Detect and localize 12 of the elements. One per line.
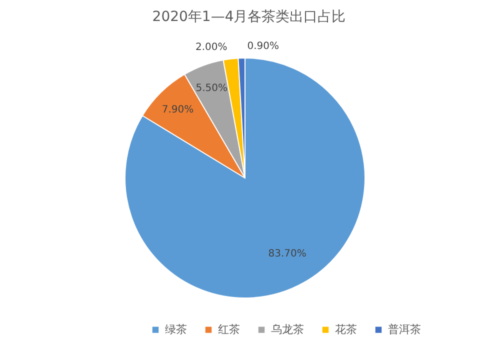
data-label: 7.90% bbox=[162, 104, 194, 116]
legend-label: 红茶 bbox=[218, 322, 240, 336]
legend-label: 花茶 bbox=[335, 322, 357, 336]
pie-slice bbox=[124, 58, 366, 298]
data-label: 5.50% bbox=[196, 82, 228, 94]
data-label: 2.00% bbox=[196, 42, 228, 53]
legend-label: 绿茶 bbox=[165, 322, 187, 336]
legend-label: 乌龙茶 bbox=[271, 322, 304, 336]
data-label: 0.90% bbox=[247, 41, 280, 52]
data-label: 83.70% bbox=[268, 248, 306, 260]
legend-label: 普洱茶 bbox=[388, 322, 421, 336]
chart-title: 2020年1—4月各茶类出口占比 bbox=[152, 9, 346, 25]
